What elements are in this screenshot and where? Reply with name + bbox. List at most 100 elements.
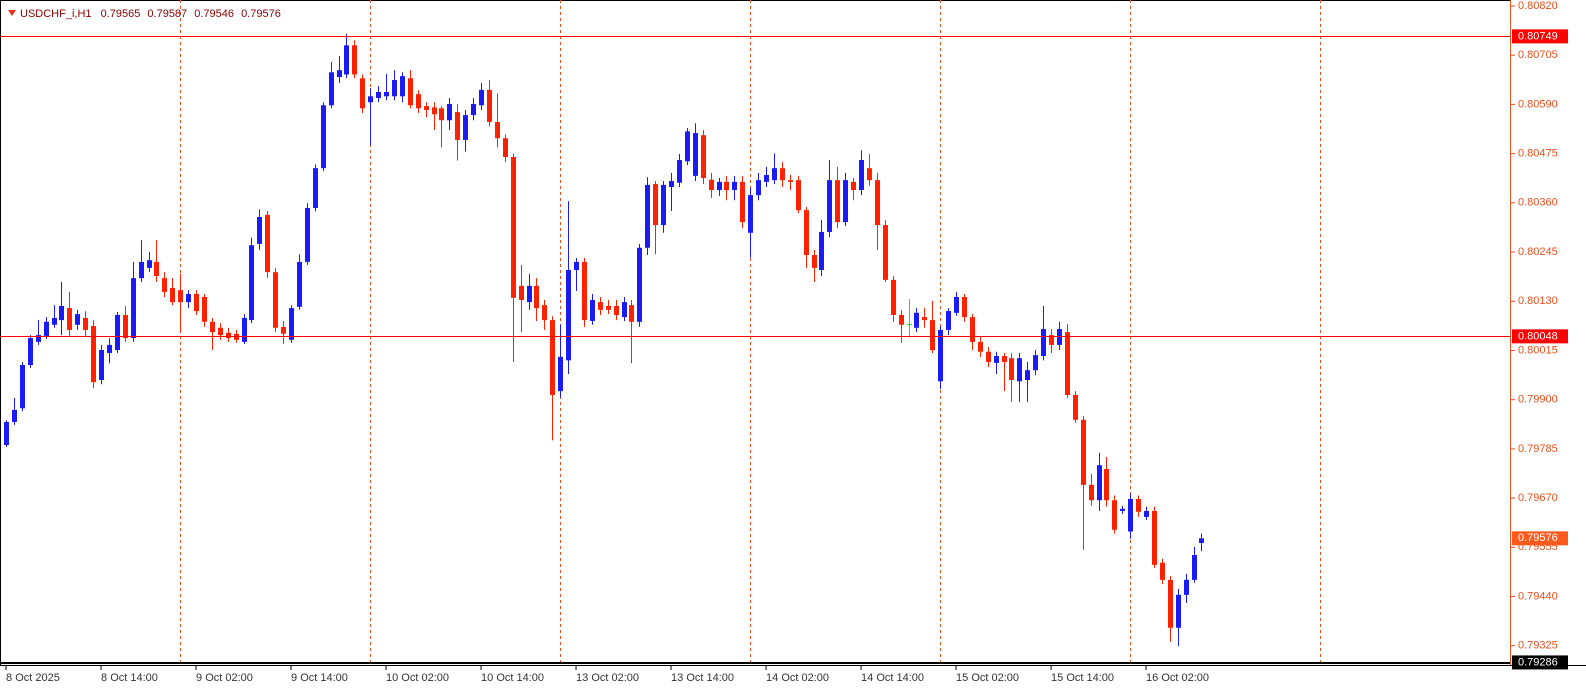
candle-body — [424, 106, 429, 110]
candle-body — [1097, 465, 1102, 501]
candle-body — [1112, 500, 1117, 530]
candle-body — [1199, 538, 1204, 544]
candle-body — [883, 225, 888, 280]
candle-body — [922, 317, 927, 321]
candle-body — [994, 356, 999, 363]
y-tick-label: 0.80015 — [1518, 344, 1558, 356]
header-open: 0.79565 — [101, 8, 141, 20]
candle-body — [392, 80, 397, 97]
candle-body — [455, 112, 460, 140]
header-close: 0.79576 — [241, 8, 281, 20]
candle-body — [329, 72, 334, 106]
candle-body — [780, 168, 785, 181]
candle-body — [1002, 356, 1007, 363]
candle-body — [724, 181, 729, 190]
current-price-box — [1512, 531, 1568, 546]
candle-body — [1136, 498, 1141, 512]
candle-body — [321, 105, 326, 169]
candle-body — [154, 261, 159, 277]
y-tick-label: 0.79670 — [1518, 492, 1558, 504]
candle-body — [946, 311, 951, 330]
candle-body — [907, 323, 912, 325]
candle-body — [447, 103, 452, 121]
candle-body — [622, 302, 627, 318]
horizontal-line-box — [1512, 655, 1568, 670]
candle-body — [891, 279, 896, 315]
plot-area: 0.80820 0.80705 0.80590 0.80475 0.80360 0.802… — [0, 0, 1586, 684]
candle-body — [590, 299, 595, 321]
candle-body — [257, 216, 262, 244]
x-tick-label: 16 Oct 02:00 — [1146, 672, 1209, 684]
candle-body — [930, 320, 935, 351]
candle-body — [693, 133, 698, 176]
candle-body — [20, 365, 25, 409]
candle-body — [1041, 329, 1046, 357]
candle-body — [99, 350, 104, 380]
x-tick-label: 9 Oct 14:00 — [291, 672, 348, 684]
horizontal-line-box — [1512, 329, 1568, 344]
x-tick-label: 13 Oct 14:00 — [671, 672, 734, 684]
y-tick-label: 0.80360 — [1518, 197, 1558, 209]
candle-body — [867, 168, 872, 181]
x-tick-label: 8 Oct 14:00 — [101, 672, 158, 684]
y-tick-label: 0.79325 — [1518, 640, 1558, 652]
candle-body — [1120, 508, 1125, 511]
candle-body — [819, 231, 824, 271]
candle-body — [709, 179, 714, 190]
candle-body — [978, 341, 983, 352]
candle-body — [986, 351, 991, 363]
candle-body — [653, 184, 658, 226]
candle-body — [566, 270, 571, 361]
candle-body — [574, 261, 579, 271]
candle-body — [788, 180, 793, 182]
candle-body — [1009, 358, 1014, 380]
x-tick-label: 14 Oct 14:00 — [861, 672, 924, 684]
candle-body — [804, 210, 809, 256]
candle-body — [59, 305, 64, 321]
candle-body — [938, 329, 943, 382]
candle-body — [400, 76, 405, 97]
candle-body — [1033, 355, 1038, 371]
candle-body — [463, 115, 468, 140]
current-price-label: 0.79576 — [1518, 532, 1558, 544]
y-tick-label: 0.79785 — [1518, 443, 1558, 455]
candle-body — [756, 180, 761, 196]
candle-body — [1168, 579, 1173, 628]
symbol: USDCHF_i,H1 — [20, 8, 92, 20]
candle-body — [970, 317, 975, 342]
candle-body — [827, 180, 832, 232]
candle-body — [1144, 510, 1149, 517]
x-tick-label: 14 Oct 02:00 — [766, 672, 829, 684]
candle-body — [717, 181, 722, 190]
candle-body — [281, 326, 286, 334]
candle-body — [661, 184, 666, 226]
candle-body — [352, 45, 357, 75]
candle-body — [511, 157, 516, 298]
candle-body — [344, 45, 349, 75]
candle-body — [313, 168, 318, 208]
candle-body — [1192, 555, 1197, 580]
candle-body — [732, 181, 737, 190]
chart-header: USDCHF_i,H1 0.79565 0.79587 0.79546 0.79… — [20, 8, 281, 20]
candle-body — [91, 326, 96, 383]
candle-body — [606, 305, 611, 310]
candle-body — [432, 107, 437, 115]
candle-body — [914, 312, 919, 328]
candle-body — [859, 160, 864, 190]
header-high: 0.79587 — [147, 8, 187, 20]
y-tick-label: 0.80245 — [1518, 246, 1558, 258]
candle-body — [52, 317, 57, 325]
y-tick-label: 0.80130 — [1518, 295, 1558, 307]
candle-body — [645, 184, 650, 248]
candle-body — [1128, 498, 1133, 532]
candle-body — [558, 356, 563, 392]
horizontal-line-label: 0.79286 — [1518, 656, 1558, 668]
candle-body — [487, 89, 492, 122]
candle-body — [249, 245, 254, 321]
candle-body — [1160, 562, 1165, 580]
candle-body — [376, 92, 381, 98]
candle-body — [226, 332, 231, 339]
candle-body — [772, 168, 777, 181]
candle-body — [1152, 510, 1157, 565]
